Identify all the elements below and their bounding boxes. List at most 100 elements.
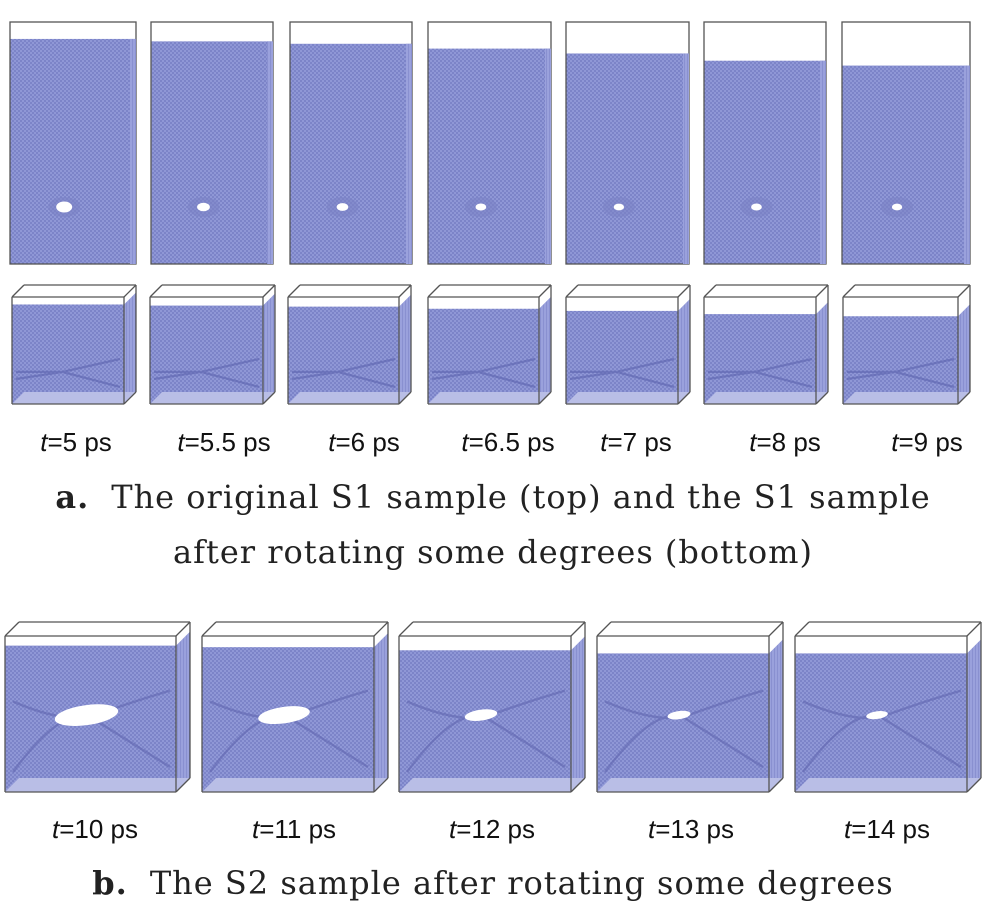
sample-a-bottom-base-5 [566, 392, 690, 404]
sample-a-bottom-base-1 [12, 392, 136, 404]
sample-a-bottom-shear-band-2 [153, 357, 260, 388]
a-time-var-5: t [600, 427, 608, 457]
sample-b-side-3 [571, 636, 585, 792]
sample-a-bottom-shear-band-4 [431, 357, 536, 388]
a-time-label-1: t=5 ps [40, 427, 112, 458]
a-time-label-4: t=6.5 ps [461, 427, 554, 458]
caption-b-letter: b. [92, 864, 128, 902]
sample-b-base-4 [597, 778, 783, 792]
sample-b-edge-5-9 [966, 777, 982, 793]
a-time-label-3: t=6 ps [328, 427, 400, 458]
b-time-value-1: =10 ps [59, 814, 139, 844]
a-time-value-2: =5.5 ps [184, 427, 271, 457]
sample-a-bottom-edge-7-6 [957, 284, 971, 298]
sample-a-bottom-material-6 [704, 314, 816, 404]
sample-a-bottom-edge-3-9 [398, 391, 412, 405]
b-time-var-3: t [448, 814, 457, 844]
sample-a-top-material-1 [10, 38, 136, 264]
a-time-label-2: t=5.5 ps [177, 427, 270, 458]
a-time-var-6: t [749, 427, 757, 457]
sample-a-bottom-side-4 [539, 296, 551, 404]
sample-a-top-side-6 [820, 60, 826, 264]
caption-a-letter: a. [55, 478, 90, 516]
a-time-var-4: t [461, 427, 469, 457]
caption-b: b. The S2 sample after rotating some degr… [0, 864, 986, 902]
sample-a-bottom-edge-6-9 [815, 391, 829, 405]
sample-a-bottom-edge-5-9 [677, 391, 691, 405]
sample-a-bottom-shear-band-6 [707, 357, 813, 388]
sample-b-side-2 [374, 633, 388, 792]
sample-b-edge-5-6 [966, 621, 982, 637]
b-time-value-3: =12 ps [456, 814, 536, 844]
sample-b-side-5 [967, 639, 981, 792]
sample-a-bottom-edge-3-5 [287, 284, 301, 298]
sample-b-material-4 [597, 653, 769, 792]
sample-a-top-side-7 [964, 65, 970, 264]
caption-a-line1: a. The original S1 sample (top) and the S… [0, 478, 986, 516]
sample-a-bottom-edge-2-9 [262, 391, 276, 405]
sample-a-top-void-7 [891, 203, 903, 211]
sample-a-bottom-side-5 [678, 298, 690, 404]
sample-b-edge-3-6 [570, 621, 586, 637]
sample-a-bottom-edge-6-6 [815, 284, 829, 298]
sample-a-bottom-side-7 [958, 304, 970, 404]
sample-b-void-3 [464, 709, 498, 721]
sample-a-bottom-material-4 [428, 308, 539, 404]
sample-a-top-material-6 [704, 60, 826, 264]
caption-b-text: The S2 sample after rotating some degree… [149, 864, 894, 902]
sample-b-edge-4-5 [596, 621, 612, 637]
sample-a-top-material-7 [842, 65, 970, 264]
sample-b-void-2 [258, 706, 310, 725]
a-time-var-7: t [891, 427, 899, 457]
sample-a-bottom-side-1 [124, 292, 136, 404]
sample-a-bottom-edge-7-5 [842, 284, 856, 298]
sample-b-edge-1-9 [175, 777, 191, 793]
sample-a-top-side-5 [683, 53, 689, 265]
b-time-label-4: t=13 ps [648, 814, 734, 845]
sample-b-edge-3-9 [570, 777, 586, 793]
sample-b-material-3 [399, 650, 571, 792]
sample-b-side-4 [769, 639, 783, 792]
b-time-label-3: t=12 ps [449, 814, 535, 845]
sample-b-edge-4-6 [768, 621, 784, 637]
sample-a-bottom-edge-4-9 [538, 391, 552, 405]
sample-b-edge-2-5 [201, 621, 217, 637]
a-time-label-5: t=7 ps [600, 427, 672, 458]
sample-b-void-4 [667, 710, 691, 720]
sample-b-edge-3-5 [398, 621, 414, 637]
sample-a-bottom-material-7 [843, 316, 958, 404]
a-time-var-2: t [177, 427, 185, 457]
sample-b-void-5 [866, 711, 888, 720]
a-time-value-3: =6 ps [335, 427, 400, 457]
sample-a-top-void-4 [475, 203, 487, 211]
sample-a-bottom-edge-2-5 [149, 284, 163, 298]
sample-a-bottom-edge-4-5 [427, 284, 441, 298]
sample-b-base-2 [202, 778, 388, 792]
sample-b-edge-5-5 [794, 621, 810, 637]
sample-a-bottom-edge-5-6 [677, 284, 691, 298]
a-time-value-4: =6.5 ps [468, 427, 555, 457]
sample-a-bottom-edge-2-6 [262, 284, 276, 298]
sample-a-top-void-1 [56, 201, 73, 213]
sample-a-top-material-5 [566, 53, 689, 265]
sample-a-top-void-3 [336, 203, 349, 211]
sample-b-edge-4-9 [768, 777, 784, 793]
sample-a-top-void-5 [613, 203, 625, 211]
sample-a-bottom-edge-4-6 [538, 284, 552, 298]
b-time-label-5: t=14 ps [844, 814, 930, 845]
sample-a-bottom-edge-1-6 [123, 284, 137, 298]
b-time-var-5: t [843, 814, 852, 844]
caption-a-line2: after rotating some degrees (bottom) [173, 533, 813, 571]
sample-b-edge-1-6 [175, 621, 191, 637]
a-time-value-1: =5 ps [47, 427, 112, 457]
sample-a-bottom-edge-7-9 [957, 391, 971, 405]
sample-b-material-5 [795, 653, 967, 792]
sample-a-top-material-3 [290, 43, 412, 264]
sample-b-base-1 [5, 778, 190, 792]
sample-a-top-side-1 [130, 38, 136, 264]
sample-b-void-1 [54, 704, 119, 726]
sample-a-bottom-shear-band-3 [291, 357, 396, 388]
sample-a-bottom-base-2 [150, 392, 275, 404]
caption-a-text1: The original S1 sample (top) and the S1 … [111, 478, 931, 516]
